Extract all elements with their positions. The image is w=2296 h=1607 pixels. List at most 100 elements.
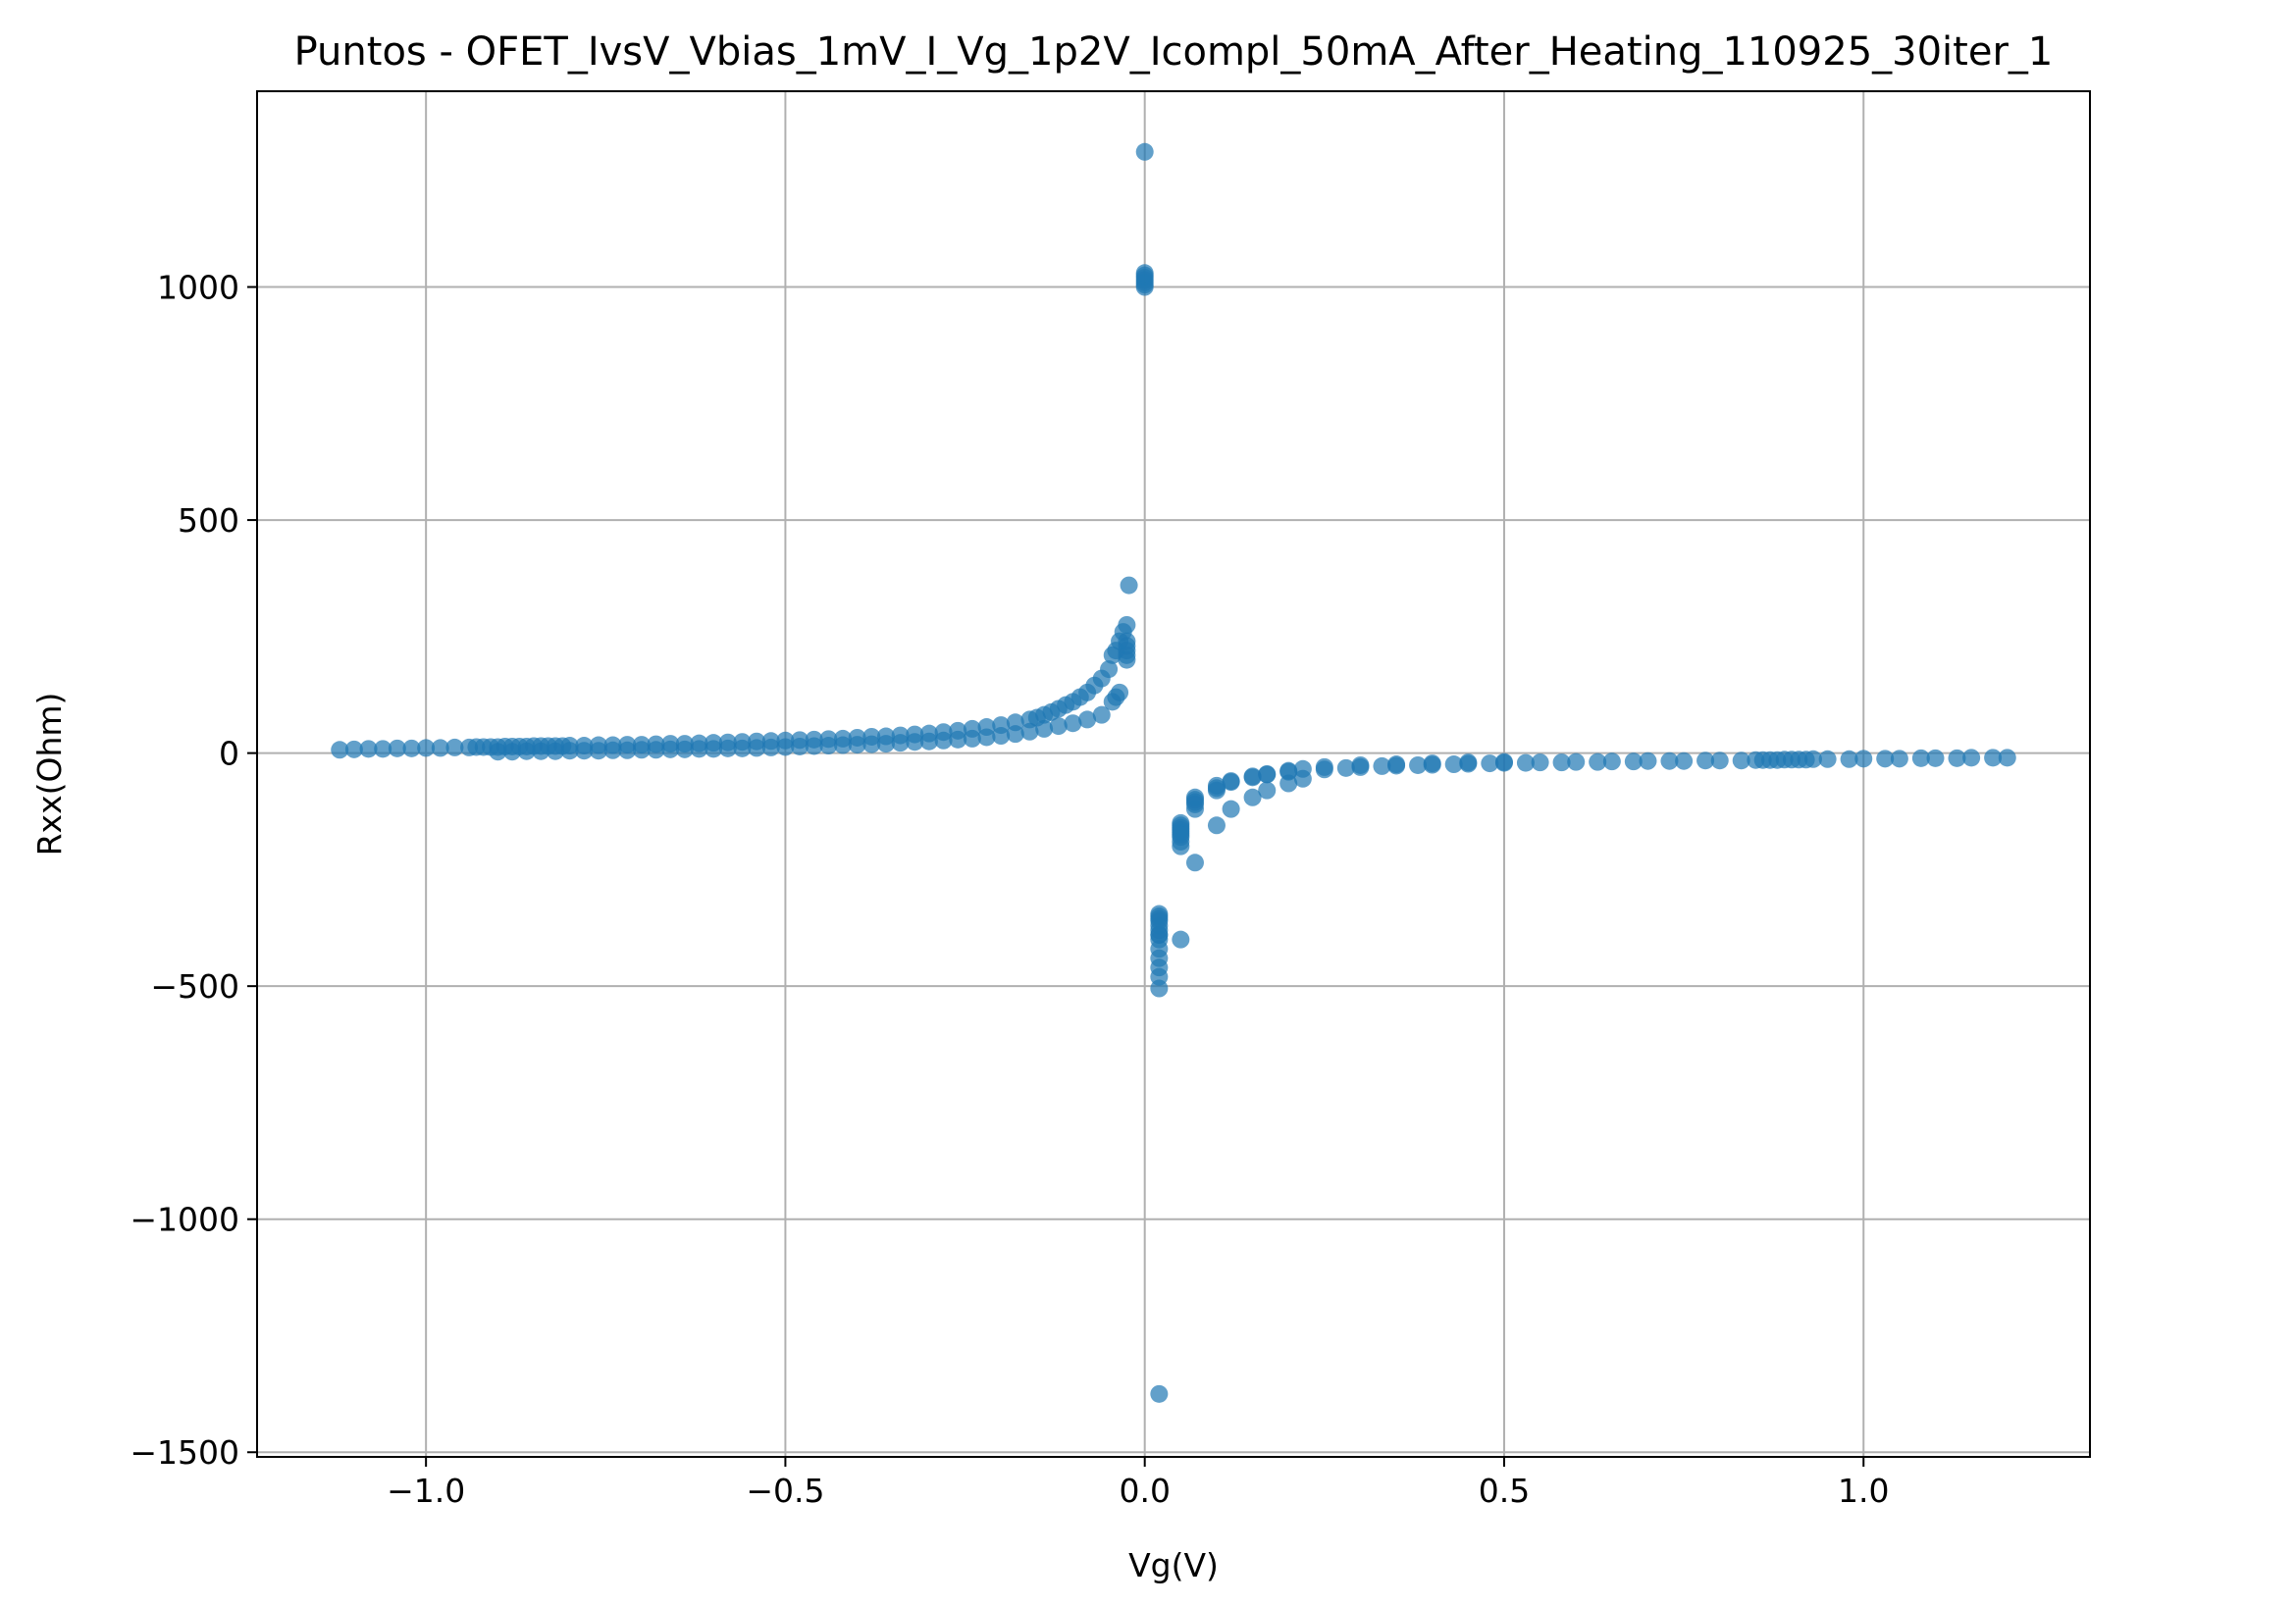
data-point (834, 736, 853, 754)
data-point (1035, 719, 1054, 738)
data-point (748, 739, 766, 757)
data-point (344, 740, 363, 758)
data-point (1890, 750, 1908, 768)
data-point (1423, 754, 1441, 773)
data-point (949, 730, 967, 749)
y-tick-label: 0 (219, 735, 239, 773)
data-point (1696, 752, 1715, 770)
y-tick-label: −1000 (130, 1201, 239, 1239)
y-tick-label: 1000 (157, 269, 239, 307)
data-point (1459, 753, 1478, 772)
data-point (1602, 752, 1621, 771)
data-point (1207, 779, 1226, 798)
data-point (1336, 758, 1355, 777)
data-point (1876, 750, 1895, 768)
data-point (1258, 765, 1277, 784)
chart-title: Puntos - OFET_IvsV_Vbias_1mV_I_Vg_1p2V_I… (294, 29, 2054, 75)
data-point (675, 740, 694, 758)
data-point (1589, 752, 1607, 771)
data-point (589, 742, 607, 760)
data-point (1222, 773, 1240, 792)
data-point (1516, 753, 1535, 772)
data-point (503, 743, 522, 761)
data-point (1818, 750, 1837, 768)
data-point (761, 738, 780, 756)
data-point (547, 742, 565, 760)
data-point (661, 740, 680, 758)
data-point (1660, 752, 1679, 770)
data-point (1911, 749, 1930, 767)
data-point (402, 739, 421, 757)
data-point (1078, 710, 1097, 729)
data-point (1207, 816, 1226, 835)
data-point (1998, 749, 2016, 767)
data-point (1172, 930, 1190, 949)
data-point (1135, 142, 1154, 161)
data-point (1481, 754, 1499, 773)
y-axis-ticks: −1500 −1000 −500 0 500 1000 (130, 269, 257, 1472)
data-point (560, 742, 579, 760)
data-point (1120, 576, 1138, 595)
data-point (718, 739, 737, 757)
data-point (862, 735, 881, 753)
x-tick-label: −1.0 (387, 1472, 465, 1510)
data-point (359, 740, 378, 758)
data-point (632, 741, 651, 759)
data-point (1567, 752, 1586, 771)
data-point (489, 743, 507, 761)
data-point (1279, 761, 1298, 780)
data-point (1185, 854, 1204, 872)
data-point (1258, 781, 1277, 800)
data-point (1409, 755, 1428, 774)
data-point (1373, 756, 1391, 775)
data-point (1118, 632, 1136, 650)
data-point (704, 740, 723, 758)
data-point (1150, 925, 1169, 944)
data-point (1984, 749, 2003, 767)
data-point (1624, 752, 1643, 771)
data-point (1710, 752, 1729, 770)
data-point (1064, 714, 1082, 733)
data-point (1948, 749, 1966, 767)
data-point (791, 737, 809, 755)
data-point (1243, 788, 1262, 806)
data-point (891, 734, 910, 752)
data-point (805, 737, 823, 755)
data-point (417, 739, 436, 757)
x-tick-label: 0.5 (1479, 1472, 1530, 1510)
y-tick-label: 500 (178, 501, 239, 540)
data-point (1444, 755, 1463, 774)
data-point (603, 741, 622, 759)
data-point (992, 727, 1011, 746)
data-point (819, 737, 838, 755)
data-point (1494, 752, 1513, 771)
data-point (1118, 615, 1136, 634)
data-point (331, 741, 349, 759)
plot-frame (256, 90, 2091, 1458)
data-point (1351, 755, 1370, 774)
data-point (445, 738, 464, 756)
data-point (517, 742, 536, 760)
grid-lines (257, 91, 2090, 1457)
data-points (331, 142, 2016, 1403)
y-axis-label: Rxx(Ohm) (30, 693, 69, 856)
data-point (1150, 905, 1169, 923)
data-point (1293, 759, 1312, 778)
data-point (1111, 683, 1129, 701)
data-point (876, 735, 895, 753)
data-point (919, 732, 938, 751)
data-point (733, 739, 752, 757)
data-point (1732, 752, 1750, 770)
data-point (618, 741, 637, 759)
data-point (388, 739, 406, 757)
data-point (1387, 755, 1406, 774)
data-point (1100, 660, 1119, 679)
data-point (431, 739, 449, 757)
data-point (1150, 1384, 1169, 1403)
data-point (575, 742, 594, 760)
data-point (1006, 725, 1024, 744)
x-axis-ticks: −1.0 −0.5 0.0 0.5 1.0 (387, 1457, 1889, 1510)
data-point (1092, 705, 1111, 724)
